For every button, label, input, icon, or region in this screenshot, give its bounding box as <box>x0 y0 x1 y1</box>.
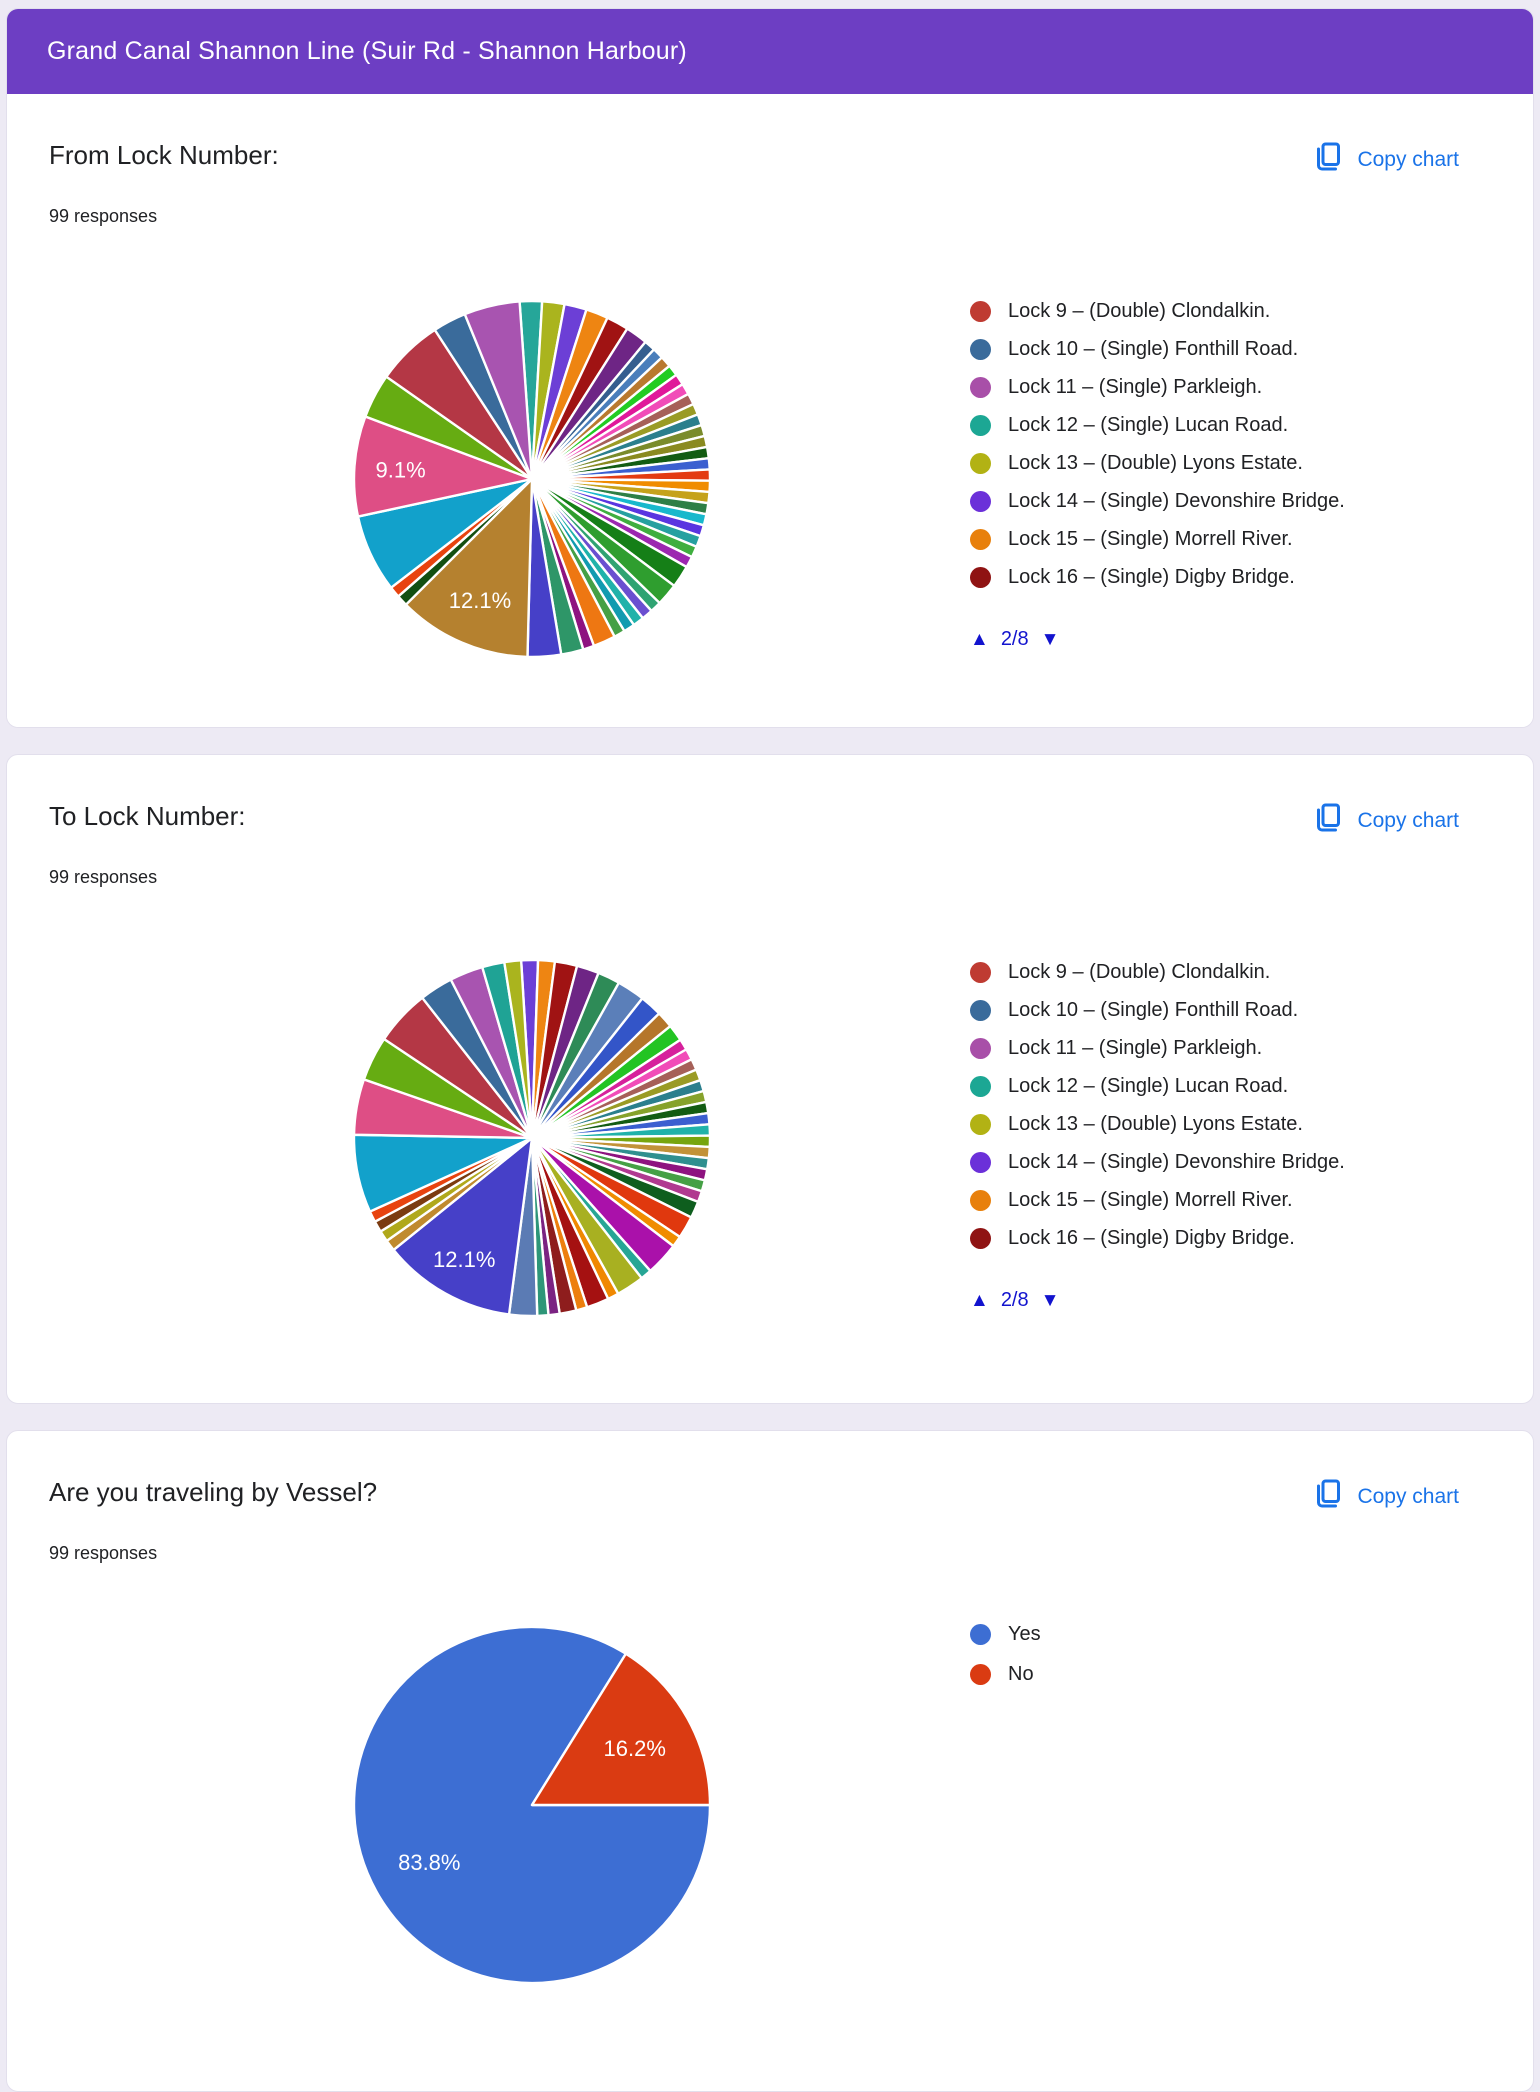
svg-text:12.1%: 12.1% <box>449 588 511 613</box>
question-card-vessel: Are you traveling by Vessel? 99 response… <box>6 1430 1534 2092</box>
legend-color-dot <box>970 1075 991 1097</box>
legend-color-dot <box>970 338 991 360</box>
legend-color-dot <box>970 1151 991 1173</box>
legend-item: Lock 14 – (Single) Devonshire Bridge. <box>970 1143 1345 1181</box>
legend-color-dot <box>970 1663 991 1685</box>
question-title: Are you traveling by Vessel? <box>49 1477 378 1507</box>
legend-color-dot <box>970 566 991 588</box>
legend-color-dot <box>970 1227 991 1249</box>
legend-item: Lock 11 – (Single) Parkleigh. <box>970 1029 1345 1067</box>
svg-text:9.1%: 9.1% <box>376 457 426 482</box>
question-card-from-lock: From Lock Number: 99 responses Copy char… <box>7 94 1533 727</box>
legend-page-up-button[interactable]: ▲ <box>970 629 989 650</box>
question-title: To Lock Number: <box>49 801 246 831</box>
legend-page-down-button[interactable]: ▼ <box>1040 629 1060 650</box>
legend-item: Lock 10 – (Single) Fonthill Road. <box>970 991 1345 1029</box>
form-summary-card: Grand Canal Shannon Line (Suir Rd - Shan… <box>6 8 1534 728</box>
legend-item: No <box>970 1654 1041 1694</box>
legend-color-dot <box>970 999 991 1021</box>
form-title: Grand Canal Shannon Line (Suir Rd - Shan… <box>47 37 687 65</box>
legend-color-dot <box>970 961 991 983</box>
legend-item: Lock 9 – (Double) Clondalkin. <box>970 953 1345 991</box>
chart-legend: Lock 9 – (Double) Clondalkin. Lock 10 – … <box>970 292 1345 596</box>
question-title: From Lock Number: <box>49 140 279 170</box>
legend-item: Lock 12 – (Single) Lucan Road. <box>970 1067 1345 1105</box>
legend-item: Lock 13 – (Double) Lyons Estate. <box>970 444 1345 482</box>
legend-item: Lock 14 – (Single) Devonshire Bridge. <box>970 482 1345 520</box>
chart-legend: Lock 9 – (Double) Clondalkin. Lock 10 – … <box>970 953 1345 1257</box>
legend-item: Lock 9 – (Double) Clondalkin. <box>970 292 1345 330</box>
question-card-to-lock: To Lock Number: 99 responses Copy chart … <box>6 754 1534 1404</box>
legend-color-dot <box>970 1113 991 1135</box>
svg-text:83.8%: 83.8% <box>398 1850 460 1875</box>
legend-item: Yes <box>970 1614 1041 1654</box>
pie-chart-svg: 12.1% <box>352 958 712 1318</box>
copy-chart-button[interactable]: Copy chart <box>1309 1477 1459 1516</box>
legend-color-dot <box>970 1623 991 1645</box>
pie-chart-vessel: 83.8% 16.2% <box>352 1625 712 1985</box>
copy-chart-button[interactable]: Copy chart <box>1309 801 1459 840</box>
copy-icon <box>1309 1477 1343 1516</box>
copy-icon <box>1309 140 1343 179</box>
legend-item: Lock 11 – (Single) Parkleigh. <box>970 368 1345 406</box>
pie-chart-to-lock: 12.1% <box>352 958 712 1318</box>
legend-color-dot <box>970 1037 991 1059</box>
legend-page-up-button[interactable]: ▲ <box>970 1290 989 1311</box>
chart-legend: Yes No <box>970 1614 1041 1694</box>
legend-color-dot <box>970 490 991 512</box>
legend-pagination: ▲ 2/8 ▼ <box>970 1289 1059 1312</box>
copy-chart-label: Copy chart <box>1357 1484 1459 1508</box>
legend-color-dot <box>970 376 991 398</box>
legend-item: Lock 15 – (Single) Morrell River. <box>970 520 1345 558</box>
pie-chart-svg: 12.1% 9.1% <box>352 299 712 659</box>
legend-color-dot <box>970 528 991 550</box>
copy-chart-label: Copy chart <box>1357 808 1459 832</box>
form-title-banner: Grand Canal Shannon Line (Suir Rd - Shan… <box>7 9 1533 94</box>
svg-text:12.1%: 12.1% <box>433 1247 495 1272</box>
response-count: 99 responses <box>49 867 158 887</box>
legend-color-dot <box>970 300 991 322</box>
legend-pagination: ▲ 2/8 ▼ <box>970 628 1059 651</box>
legend-item: Lock 15 – (Single) Morrell River. <box>970 1181 1345 1219</box>
legend-page-indicator: 2/8 <box>1000 628 1029 650</box>
copy-chart-label: Copy chart <box>1357 147 1459 171</box>
response-count: 99 responses <box>49 206 158 226</box>
legend-page-indicator: 2/8 <box>1000 1289 1029 1311</box>
legend-color-dot <box>970 452 991 474</box>
legend-item: Lock 10 – (Single) Fonthill Road. <box>970 330 1345 368</box>
legend-item: Lock 16 – (Single) Digby Bridge. <box>970 558 1345 596</box>
legend-item: Lock 16 – (Single) Digby Bridge. <box>970 1219 1345 1257</box>
svg-text:16.2%: 16.2% <box>604 1736 666 1761</box>
legend-item: Lock 13 – (Double) Lyons Estate. <box>970 1105 1345 1143</box>
legend-color-dot <box>970 414 991 436</box>
legend-color-dot <box>970 1189 991 1211</box>
pie-chart-from-lock: 12.1% 9.1% <box>352 299 712 659</box>
pie-chart-svg: 83.8% 16.2% <box>352 1625 712 1985</box>
legend-page-down-button[interactable]: ▼ <box>1040 1290 1060 1311</box>
copy-icon <box>1309 801 1343 840</box>
copy-chart-button[interactable]: Copy chart <box>1309 140 1459 179</box>
response-count: 99 responses <box>49 1543 158 1563</box>
legend-item: Lock 12 – (Single) Lucan Road. <box>970 406 1345 444</box>
